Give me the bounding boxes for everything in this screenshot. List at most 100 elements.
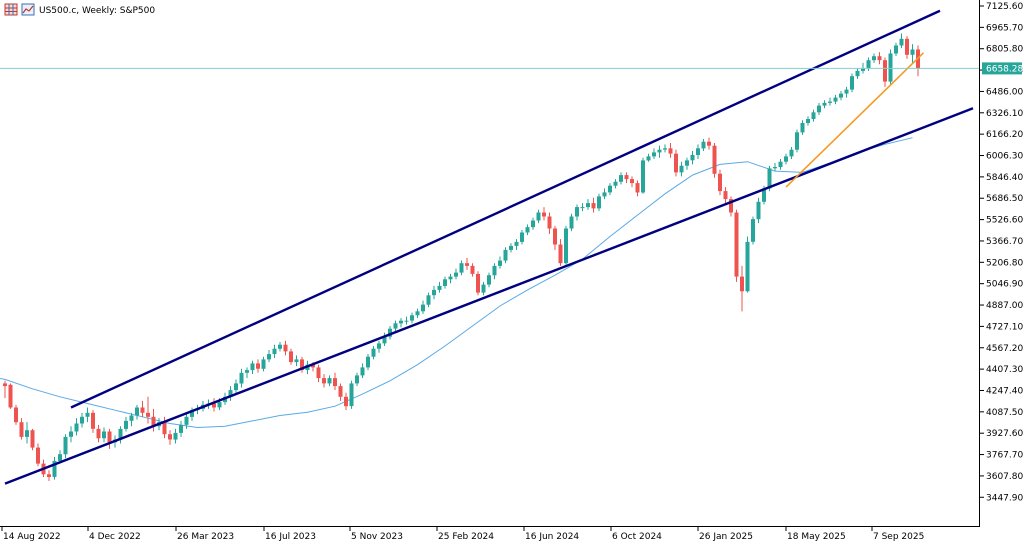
candle bbox=[833, 94, 838, 105]
candle bbox=[245, 367, 249, 379]
candle-body-bull bbox=[190, 410, 194, 417]
candle-body-bull bbox=[173, 432, 178, 440]
candle bbox=[608, 183, 612, 196]
candle-body-bull bbox=[800, 123, 805, 133]
candle-body-bull bbox=[118, 428, 123, 440]
candle-body-bull bbox=[817, 105, 821, 113]
candle-body-bull bbox=[503, 249, 508, 261]
candle bbox=[382, 332, 387, 347]
candle bbox=[151, 408, 156, 432]
candle bbox=[168, 430, 172, 445]
candle-body-bear bbox=[30, 430, 35, 448]
candle bbox=[806, 116, 810, 126]
candle bbox=[740, 265, 744, 312]
candle bbox=[47, 470, 51, 481]
candle bbox=[558, 239, 563, 266]
candle-body-bull bbox=[393, 323, 398, 329]
chart-header: US500.c, Weekly: S&P500 bbox=[4, 3, 155, 16]
candle bbox=[652, 148, 656, 160]
candle bbox=[228, 386, 233, 401]
candle-body-bear bbox=[256, 363, 260, 369]
candle-body-bull bbox=[327, 378, 332, 384]
candle-body-bull bbox=[85, 412, 90, 417]
candle bbox=[712, 143, 717, 178]
candle bbox=[421, 300, 425, 314]
lower-channel-line[interactable] bbox=[4, 107, 974, 485]
candle bbox=[839, 90, 843, 101]
candle-body-bear bbox=[476, 273, 480, 293]
candle bbox=[844, 86, 849, 98]
candle bbox=[344, 392, 348, 411]
candle-body-bull bbox=[399, 320, 403, 324]
candle-body-bull bbox=[239, 372, 244, 384]
candle-body-bull bbox=[855, 70, 860, 77]
orange-trendline[interactable] bbox=[785, 52, 925, 188]
candle-body-bull bbox=[217, 402, 222, 408]
candle bbox=[448, 273, 453, 284]
candle-body-bear bbox=[558, 244, 563, 264]
candle-body-bull bbox=[679, 165, 684, 173]
candle-body-bear bbox=[591, 203, 596, 209]
candle-body-bull bbox=[250, 363, 255, 371]
candle bbox=[877, 52, 882, 65]
candle-body-bull bbox=[828, 101, 832, 103]
candle bbox=[509, 243, 513, 253]
x-tick-label: 14 Aug 2022 bbox=[3, 532, 61, 542]
candle-body-bear bbox=[300, 359, 304, 371]
x-tick-label: 5 Nov 2023 bbox=[351, 532, 403, 542]
candle-body-bull bbox=[415, 311, 420, 316]
candle bbox=[872, 53, 876, 63]
y-tick-label: 3927.60 bbox=[986, 429, 1023, 439]
upper-channel-line[interactable] bbox=[70, 9, 941, 409]
candle-body-bull bbox=[261, 359, 266, 369]
candle-body-bear bbox=[162, 422, 167, 435]
candle bbox=[338, 383, 343, 401]
candle-body-bear bbox=[333, 378, 337, 387]
candle-body-bull bbox=[525, 227, 530, 233]
x-tick-label: 26 Jan 2025 bbox=[699, 532, 753, 542]
candle-body-bull bbox=[371, 348, 376, 357]
candle bbox=[19, 418, 24, 440]
candle-body-bear bbox=[624, 175, 629, 180]
candle bbox=[212, 398, 216, 412]
candle-body-bull bbox=[789, 149, 794, 157]
candle-body-bull bbox=[888, 53, 893, 82]
candle bbox=[322, 374, 326, 388]
candle bbox=[36, 443, 40, 467]
candle bbox=[355, 372, 359, 387]
current-price-label: 6658.28 bbox=[986, 64, 1023, 74]
candle bbox=[459, 260, 464, 276]
chart-grid-icon[interactable] bbox=[4, 3, 18, 16]
y-tick-label: 3767.70 bbox=[986, 451, 1023, 461]
candle bbox=[179, 420, 183, 437]
candle bbox=[388, 326, 392, 340]
candle-body-bull bbox=[850, 76, 854, 90]
candle bbox=[613, 179, 618, 189]
candle bbox=[685, 157, 689, 170]
candle-body-bull bbox=[861, 68, 865, 71]
candle bbox=[300, 356, 304, 373]
candle-body-bull bbox=[690, 155, 695, 161]
candle-body-bull bbox=[184, 416, 189, 425]
candle-body-bull bbox=[580, 207, 585, 209]
candle bbox=[85, 407, 90, 423]
candle bbox=[377, 340, 381, 353]
candle bbox=[432, 285, 436, 300]
candle-body-bear bbox=[316, 367, 321, 379]
candle-body-bull bbox=[778, 161, 783, 167]
candle bbox=[520, 229, 524, 245]
candle-body-bull bbox=[663, 148, 667, 150]
candle bbox=[96, 424, 101, 443]
candle-body-bull bbox=[762, 188, 766, 202]
chart-title: US500.c, Weekly: S&P500 bbox=[39, 6, 155, 16]
candle-body-bull bbox=[701, 141, 706, 149]
candle-body-bull bbox=[179, 424, 183, 433]
candle bbox=[129, 412, 134, 427]
candle bbox=[426, 292, 431, 308]
chart-type-icon[interactable] bbox=[21, 3, 35, 16]
candle-body-bull bbox=[767, 168, 772, 189]
candle-body-bull bbox=[685, 160, 689, 166]
candle-body-bull bbox=[509, 245, 513, 250]
candle-body-bear bbox=[635, 183, 640, 193]
